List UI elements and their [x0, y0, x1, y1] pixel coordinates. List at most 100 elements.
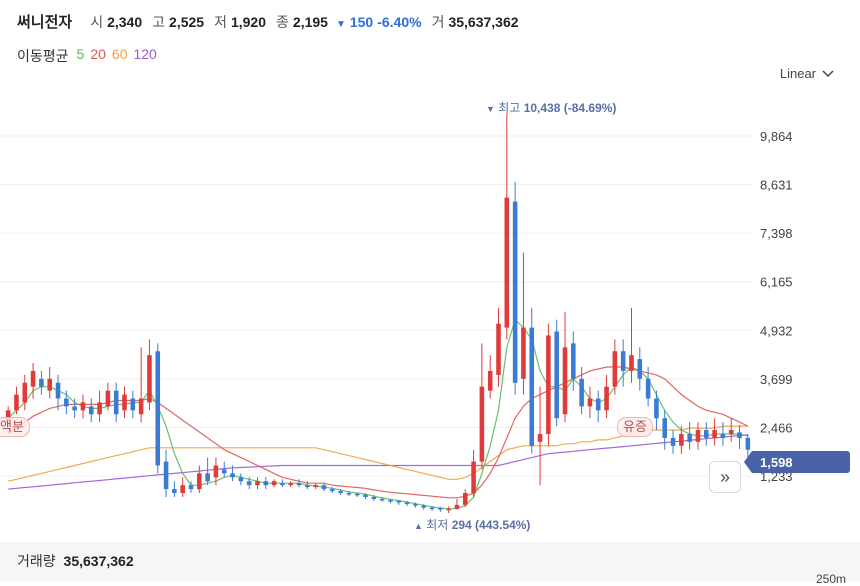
candle[interactable] [462, 489, 468, 507]
candle[interactable] [554, 319, 559, 427]
candle[interactable] [404, 500, 410, 507]
candle[interactable] [321, 483, 327, 492]
candle[interactable] [155, 343, 161, 474]
candle[interactable] [180, 477, 185, 497]
scale-toggle-button[interactable]: Linear [780, 66, 834, 81]
candle[interactable] [504, 113, 510, 340]
candle[interactable] [537, 386, 543, 486]
candle[interactable] [22, 374, 28, 411]
scroll-latest-button[interactable]: » [709, 461, 741, 493]
candle[interactable] [255, 477, 260, 490]
candle[interactable] [396, 500, 402, 505]
candle[interactable] [620, 339, 626, 387]
moving-average-title: 이동평균 [17, 48, 69, 64]
candle[interactable] [72, 398, 77, 419]
event-tag-rights-offering[interactable]: 유증 [617, 417, 653, 437]
candle[interactable] [296, 479, 302, 488]
candle[interactable] [446, 506, 451, 513]
candle-body [321, 485, 327, 490]
candle[interactable] [221, 461, 227, 478]
candle[interactable] [720, 422, 726, 446]
candle[interactable] [579, 366, 584, 415]
candle[interactable] [670, 430, 676, 454]
candle[interactable] [305, 481, 310, 490]
candle[interactable] [454, 498, 460, 510]
event-tag-split[interactable]: 액분 [0, 417, 30, 437]
candle[interactable] [471, 449, 476, 497]
candle[interactable] [130, 390, 136, 419]
candle[interactable] [479, 343, 485, 470]
candle[interactable] [330, 487, 335, 494]
candle[interactable] [64, 390, 69, 415]
candle[interactable] [263, 477, 269, 490]
ma-120-label[interactable]: 120 [133, 46, 157, 62]
candle[interactable] [147, 339, 152, 411]
candle[interactable] [197, 465, 202, 494]
candle[interactable] [371, 495, 377, 501]
candle-body [163, 461, 169, 490]
candle[interactable] [14, 386, 19, 415]
candle[interactable] [662, 410, 668, 450]
candle[interactable] [205, 457, 210, 486]
candle[interactable] [346, 491, 352, 497]
candle[interactable] [571, 331, 576, 391]
candle[interactable] [728, 418, 734, 442]
candle[interactable] [429, 506, 435, 511]
candle[interactable] [88, 398, 94, 423]
candle[interactable] [388, 498, 393, 504]
ma-5-label[interactable]: 5 [76, 46, 85, 62]
candle[interactable] [113, 382, 119, 423]
candle[interactable] [163, 449, 169, 497]
candle[interactable] [737, 425, 742, 449]
candle[interactable] [546, 323, 551, 446]
candle[interactable] [105, 382, 111, 411]
candle[interactable] [288, 481, 294, 488]
candle[interactable] [654, 390, 659, 431]
candle[interactable] [604, 374, 609, 419]
candle[interactable] [413, 502, 418, 508]
candle[interactable] [30, 363, 36, 399]
candle[interactable] [637, 347, 643, 391]
candle[interactable] [47, 366, 52, 399]
candle[interactable] [629, 307, 634, 383]
candle[interactable] [122, 386, 127, 419]
candle[interactable] [712, 418, 717, 446]
ma-20-label[interactable]: 20 [90, 46, 106, 62]
candle[interactable] [612, 339, 618, 395]
candle[interactable] [704, 422, 709, 446]
candle[interactable] [213, 457, 219, 486]
candle[interactable] [271, 479, 277, 488]
candle[interactable] [529, 307, 535, 454]
candle[interactable] [587, 386, 593, 419]
candle[interactable] [487, 355, 493, 399]
candle[interactable] [338, 489, 343, 496]
candle[interactable] [238, 473, 244, 486]
candle[interactable] [512, 181, 518, 395]
candle[interactable] [246, 477, 252, 490]
candle[interactable] [55, 374, 61, 411]
candle[interactable] [172, 481, 177, 497]
candle[interactable] [645, 366, 651, 407]
candle[interactable] [695, 422, 701, 450]
candle[interactable] [521, 252, 526, 395]
candle[interactable] [80, 394, 86, 419]
candle[interactable] [438, 506, 443, 512]
candle[interactable] [188, 481, 194, 494]
candle[interactable] [280, 479, 285, 488]
candle[interactable] [595, 390, 601, 423]
candle[interactable] [679, 426, 684, 454]
candle[interactable] [230, 465, 235, 482]
candle[interactable] [354, 492, 360, 497]
candle[interactable] [39, 370, 44, 395]
candle[interactable] [97, 390, 102, 423]
candle[interactable] [138, 347, 144, 423]
candle[interactable] [379, 496, 385, 502]
candle[interactable] [363, 493, 368, 499]
candle[interactable] [562, 311, 568, 423]
candle[interactable] [687, 422, 692, 450]
ma-60-label[interactable]: 60 [111, 46, 128, 62]
candle[interactable] [313, 483, 318, 490]
candle[interactable] [496, 307, 501, 387]
candle[interactable] [421, 504, 426, 510]
